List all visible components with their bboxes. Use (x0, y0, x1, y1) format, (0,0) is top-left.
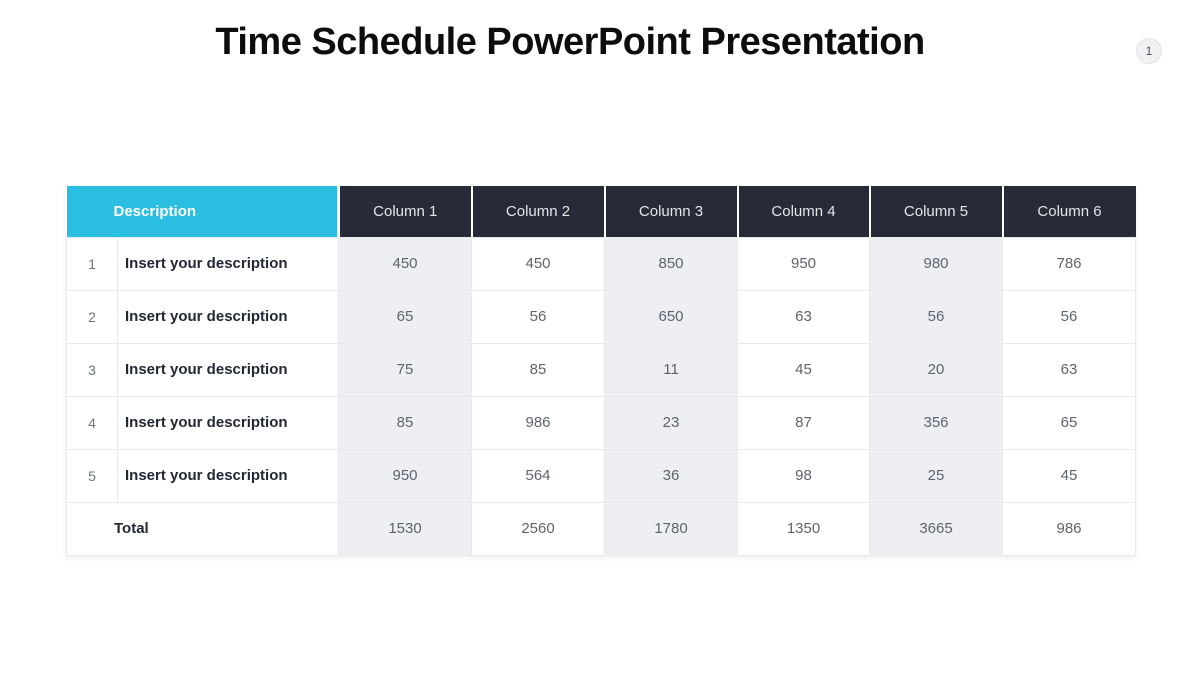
row-number-cell: 1 (66, 236, 118, 291)
value-cell: 450 (338, 236, 473, 291)
column-header-cell: Column 5 (869, 186, 1004, 237)
total-value-cell: 2560 (471, 501, 606, 556)
page-number: 1 (1145, 44, 1153, 58)
value-cell: 56 (471, 289, 606, 344)
data-table: Description Column 1 Column 2 Column 3 C… (65, 186, 1137, 556)
table-row: 1 Insert your description 450 450 850 950 980 7… (66, 236, 1137, 291)
value-cell: 25 (869, 448, 1004, 503)
schedule-table: Description Column 1 Column 2 Column 3 C… (65, 186, 1137, 556)
total-value-cell: 1780 (604, 501, 739, 556)
total-value-cell: 1530 (338, 501, 473, 556)
value-cell: 45 (737, 342, 871, 397)
value-cell: 98 (737, 448, 871, 503)
header-row: Description Column 1 Column 2 Column 3 C… (66, 186, 1136, 237)
value-cell: 986 (471, 395, 606, 450)
value-cell: 356 (869, 395, 1004, 450)
column-header-cell: Column 4 (737, 186, 871, 237)
description-cell: Insert your description (116, 342, 340, 397)
row-number-cell: 4 (66, 395, 118, 450)
table-header: Description Column 1 Column 2 Column 3 C… (66, 186, 1136, 237)
column-header-cell: Column 2 (471, 186, 606, 237)
column-header-cell: Column 1 (338, 186, 473, 237)
row-number-cell: 2 (66, 289, 118, 344)
value-cell: 950 (338, 448, 473, 503)
value-cell: 980 (869, 236, 1004, 291)
table-row: 5 Insert your description 950 564 36 98 25 45 (66, 448, 1137, 503)
description-cell: Insert your description (116, 236, 340, 291)
value-cell: 56 (869, 289, 1004, 344)
description-cell: Insert your description (116, 289, 340, 344)
value-cell: 11 (604, 342, 739, 397)
row-number-cell: 3 (66, 342, 118, 397)
total-value-cell: 1350 (737, 501, 871, 556)
total-row: Total 1530 2560 1780 1350 3665 986 (65, 501, 1137, 556)
column-header-cell: Column 3 (604, 186, 739, 237)
table-row: 4 Insert your description 85 986 23 87 356 65 (66, 395, 1137, 450)
value-cell: 650 (604, 289, 739, 344)
description-cell: Insert your description (116, 395, 340, 450)
total-value-cell: 986 (1002, 501, 1137, 556)
value-cell: 65 (1002, 395, 1137, 450)
value-cell: 63 (737, 289, 871, 344)
value-cell: 20 (869, 342, 1004, 397)
page-title: Time Schedule PowerPoint Presentation (215, 21, 925, 63)
value-cell: 85 (471, 342, 606, 397)
value-cell: 564 (471, 448, 606, 503)
value-cell: 23 (604, 395, 739, 450)
description-header-cell: Description (66, 186, 341, 237)
value-cell: 56 (1002, 289, 1137, 344)
description-cell: Insert your description (116, 448, 340, 503)
table-row: 2 Insert your description 65 56 650 63 56 56 (66, 289, 1137, 344)
value-cell: 950 (737, 236, 871, 291)
value-cell: 450 (471, 236, 606, 291)
value-cell: 87 (737, 395, 871, 450)
row-number-cell: 5 (66, 448, 118, 503)
page-number-badge: 1 (1136, 38, 1162, 64)
value-cell: 850 (604, 236, 739, 291)
value-cell: 65 (338, 289, 473, 344)
value-cell: 75 (338, 342, 473, 397)
total-label-cell: Total (65, 501, 340, 556)
column-header-cell: Column 6 (1002, 186, 1136, 237)
value-cell: 36 (604, 448, 739, 503)
value-cell: 63 (1002, 342, 1137, 397)
table-body: 1 Insert your description 450 450 850 950 980 7… (65, 236, 1137, 556)
value-cell: 85 (338, 395, 473, 450)
value-cell: 45 (1002, 448, 1137, 503)
total-value-cell: 3665 (869, 501, 1004, 556)
value-cell: 786 (1002, 236, 1137, 291)
table-row: 3 Insert your description 75 85 11 45 20 63 (66, 342, 1137, 397)
